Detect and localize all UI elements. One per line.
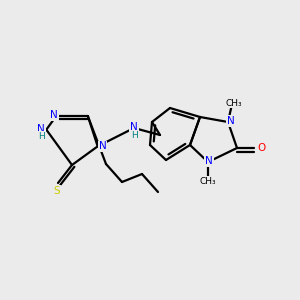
Text: N: N [50,110,58,120]
Text: S: S [54,186,60,196]
Text: N: N [227,116,235,126]
Text: N: N [205,156,213,166]
Text: N: N [130,122,138,132]
Text: H: H [38,132,45,141]
Text: CH₃: CH₃ [226,98,242,107]
Text: O: O [257,143,265,153]
Text: CH₃: CH₃ [200,176,216,185]
Text: N: N [99,141,106,151]
Text: H: H [130,130,137,140]
Text: N: N [38,124,45,134]
